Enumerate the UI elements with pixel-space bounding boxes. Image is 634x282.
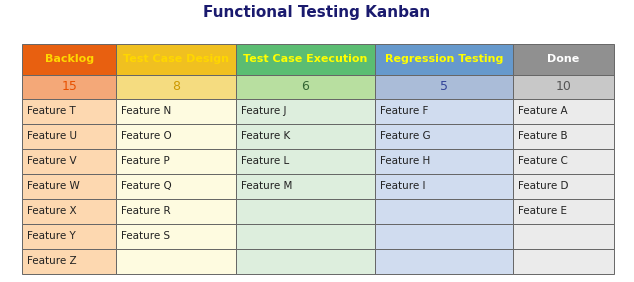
Bar bbox=[513, 174, 614, 199]
Bar bbox=[375, 199, 513, 224]
Text: 5: 5 bbox=[440, 80, 448, 93]
Text: Test Case Execution: Test Case Execution bbox=[243, 54, 368, 64]
Text: Feature O: Feature O bbox=[121, 131, 172, 141]
Bar bbox=[375, 75, 513, 99]
Bar bbox=[22, 249, 116, 274]
Bar bbox=[513, 199, 614, 224]
Bar bbox=[513, 124, 614, 149]
Bar bbox=[116, 124, 236, 149]
Text: Feature L: Feature L bbox=[241, 156, 289, 166]
Text: Feature T: Feature T bbox=[27, 106, 76, 116]
Bar bbox=[22, 224, 116, 249]
Bar bbox=[236, 224, 375, 249]
Bar bbox=[236, 249, 375, 274]
Text: Feature E: Feature E bbox=[518, 206, 567, 216]
Bar bbox=[236, 149, 375, 174]
Bar bbox=[375, 124, 513, 149]
Bar bbox=[375, 224, 513, 249]
Text: Feature M: Feature M bbox=[241, 181, 292, 191]
Text: Feature K: Feature K bbox=[241, 131, 290, 141]
Text: Feature N: Feature N bbox=[121, 106, 172, 116]
Text: Backlog: Backlog bbox=[44, 54, 94, 64]
Bar bbox=[22, 44, 116, 75]
Bar bbox=[236, 199, 375, 224]
Bar bbox=[236, 75, 375, 99]
Bar bbox=[513, 224, 614, 249]
Bar bbox=[375, 149, 513, 174]
Text: Feature Y: Feature Y bbox=[27, 231, 76, 241]
Text: Feature U: Feature U bbox=[27, 131, 77, 141]
Text: Feature B: Feature B bbox=[518, 131, 568, 141]
Text: Feature V: Feature V bbox=[27, 156, 77, 166]
Text: Feature P: Feature P bbox=[121, 156, 170, 166]
Bar bbox=[116, 224, 236, 249]
Text: Feature Q: Feature Q bbox=[121, 181, 172, 191]
Text: Feature F: Feature F bbox=[380, 106, 428, 116]
Text: 10: 10 bbox=[555, 80, 571, 93]
Bar bbox=[116, 44, 236, 75]
Text: Feature C: Feature C bbox=[518, 156, 568, 166]
Bar bbox=[116, 199, 236, 224]
Bar bbox=[22, 124, 116, 149]
Bar bbox=[513, 75, 614, 99]
Bar bbox=[375, 99, 513, 124]
Bar bbox=[236, 124, 375, 149]
Text: Feature X: Feature X bbox=[27, 206, 77, 216]
Text: Feature D: Feature D bbox=[518, 181, 569, 191]
Bar bbox=[513, 99, 614, 124]
Text: Functional Testing Kanban: Functional Testing Kanban bbox=[204, 5, 430, 20]
Bar bbox=[116, 174, 236, 199]
Bar bbox=[236, 174, 375, 199]
Text: Feature S: Feature S bbox=[121, 231, 171, 241]
Bar bbox=[22, 174, 116, 199]
Bar bbox=[116, 249, 236, 274]
Text: Regression Testing: Regression Testing bbox=[385, 54, 503, 64]
Bar bbox=[375, 44, 513, 75]
Bar bbox=[22, 75, 116, 99]
Bar bbox=[375, 174, 513, 199]
Text: Feature G: Feature G bbox=[380, 131, 430, 141]
Text: 8: 8 bbox=[172, 80, 180, 93]
Text: Feature W: Feature W bbox=[27, 181, 80, 191]
Bar bbox=[22, 199, 116, 224]
Text: Feature Z: Feature Z bbox=[27, 256, 77, 266]
Text: 6: 6 bbox=[301, 80, 309, 93]
Bar bbox=[513, 44, 614, 75]
Text: Feature H: Feature H bbox=[380, 156, 430, 166]
Bar bbox=[116, 75, 236, 99]
Bar bbox=[236, 44, 375, 75]
Text: Feature J: Feature J bbox=[241, 106, 287, 116]
Text: Feature R: Feature R bbox=[121, 206, 171, 216]
Text: Feature I: Feature I bbox=[380, 181, 425, 191]
Text: Feature A: Feature A bbox=[518, 106, 568, 116]
Bar bbox=[375, 249, 513, 274]
Bar bbox=[22, 99, 116, 124]
Text: 15: 15 bbox=[61, 80, 77, 93]
Bar bbox=[22, 149, 116, 174]
Bar bbox=[116, 99, 236, 124]
Bar bbox=[116, 149, 236, 174]
Bar bbox=[236, 99, 375, 124]
Bar bbox=[513, 249, 614, 274]
Text: Done: Done bbox=[547, 54, 579, 64]
Bar bbox=[513, 149, 614, 174]
Text: Test Case Design: Test Case Design bbox=[123, 54, 229, 64]
